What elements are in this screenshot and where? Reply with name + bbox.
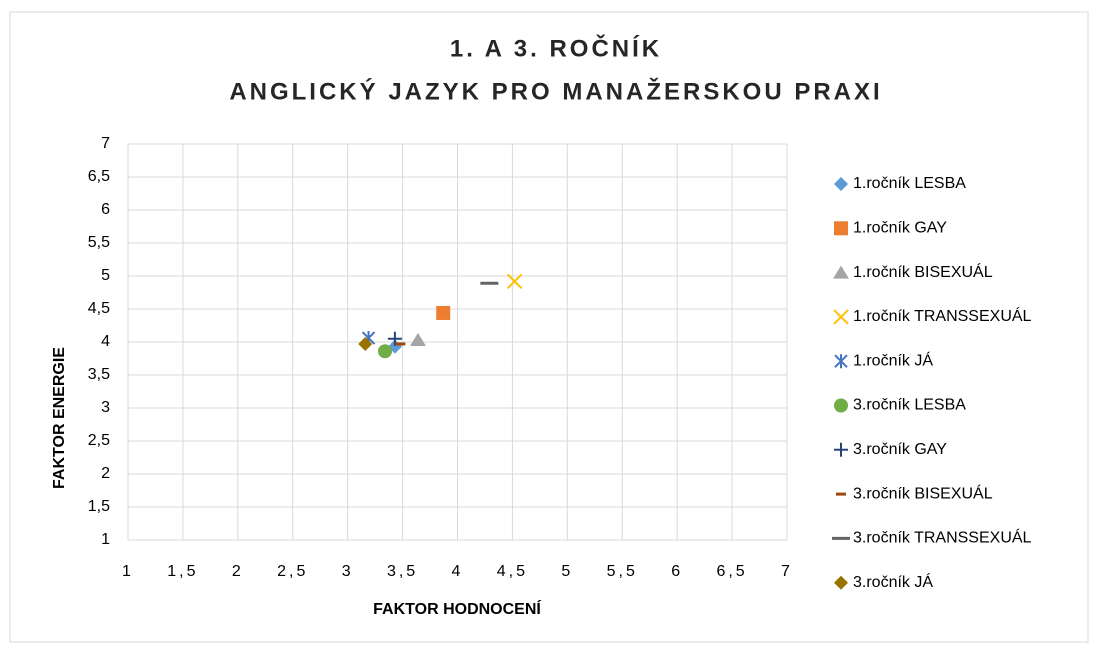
marker (436, 305, 451, 320)
marker-shape (506, 273, 523, 289)
y-tick-label: 3,5 (88, 366, 110, 383)
marker-shape (834, 442, 848, 457)
chart-subtitle: ANGLICKÝ JAZYK PRO MANAŽERSKOU PRAXI (229, 77, 882, 105)
y-tick-label: 5,5 (88, 234, 110, 251)
marker (833, 265, 849, 279)
marker-shape (834, 354, 848, 369)
x-tick-label: 6 (671, 563, 683, 580)
y-tick-label: 3 (101, 399, 110, 416)
marker-shape (833, 309, 849, 325)
legend-label: 1.ročník BISEXUÁL (853, 262, 993, 281)
marker-shape (378, 344, 393, 359)
y-axis-title: FAKTOR ENERGIE (51, 347, 68, 489)
marker (358, 336, 373, 351)
x-tick-label: 7 (781, 563, 793, 580)
y-tick-label: 1 (101, 531, 110, 548)
x-tick-label: 2,5 (277, 563, 308, 580)
marker (506, 273, 523, 289)
marker (834, 221, 848, 236)
x-tick-label: 1,5 (167, 563, 198, 580)
y-tick-label: 5 (101, 267, 110, 284)
marker-shape (436, 305, 451, 320)
y-tick-label: 2,5 (88, 432, 110, 449)
x-axis-title: FAKTOR HODNOCENÍ (373, 599, 541, 618)
x-tick-label: 2 (232, 563, 244, 580)
x-tick-label: 4 (452, 563, 464, 580)
x-tick-label: 4,5 (497, 563, 528, 580)
legend-label: 1.ročník JÁ (853, 350, 933, 369)
marker-shape (409, 333, 426, 347)
marker-shape (833, 265, 849, 279)
marker (834, 575, 848, 590)
y-tick-label: 7 (101, 135, 110, 152)
y-tick-label: 4 (101, 333, 110, 350)
marker-shape (834, 221, 848, 236)
y-tick-label: 2 (101, 465, 110, 482)
x-tick-label: 5 (561, 563, 573, 580)
x-tick-label: 6,5 (716, 563, 747, 580)
marker (834, 177, 848, 191)
chart-title: 1. A 3. ROČNÍK (450, 34, 662, 62)
marker-shape (834, 398, 848, 413)
y-tick-label: 4,5 (88, 300, 110, 317)
y-tick-label: 6 (101, 201, 110, 218)
marker-shape (387, 331, 402, 346)
y-tick-label: 1,5 (88, 498, 110, 515)
marker (409, 333, 426, 347)
marker (833, 309, 849, 325)
marker (378, 344, 393, 359)
legend-label: 1.ročník GAY (853, 220, 947, 237)
marker-shape (834, 575, 848, 590)
legend-label: 1.ročník TRANSSEXUÁL (853, 306, 1032, 325)
x-tick-label: 3 (342, 563, 354, 580)
chart-border (9, 11, 1089, 643)
x-tick-label: 1 (122, 563, 134, 580)
legend-label: 1.ročník LESBA (853, 175, 966, 192)
x-tick-label: 3,5 (387, 563, 418, 580)
legend-label: 3.ročník GAY (853, 441, 947, 458)
legend-label: 3.ročník TRANSSEXUÁL (853, 528, 1032, 547)
legend-label: 3.ročník LESBA (853, 397, 966, 414)
marker (387, 331, 402, 346)
legend-label: 3.ročník BISEXUÁL (853, 483, 993, 502)
x-tick-label: 5,5 (607, 563, 638, 580)
marker (834, 398, 848, 413)
marker-shape (358, 336, 373, 351)
marker-shape (834, 177, 848, 191)
marker (834, 354, 848, 369)
marker (834, 442, 848, 457)
legend-label: 3.ročník JÁ (853, 572, 933, 591)
y-tick-label: 6,5 (88, 168, 110, 185)
